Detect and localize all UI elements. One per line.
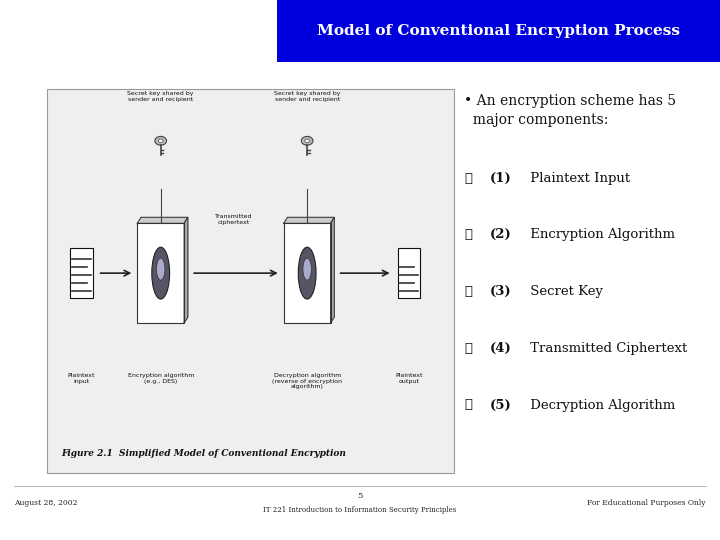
Text: 5: 5 — [357, 492, 363, 500]
Text: August 28, 2002: August 28, 2002 — [14, 500, 78, 507]
Circle shape — [305, 139, 310, 143]
Text: Encryption Algorithm: Encryption Algorithm — [526, 228, 675, 241]
Text: ✓: ✓ — [464, 399, 472, 411]
Text: (3): (3) — [490, 285, 511, 298]
Text: (4): (4) — [490, 342, 511, 355]
Circle shape — [155, 137, 166, 145]
Text: IT 221 Introduction to Information Security Principles: IT 221 Introduction to Information Secur… — [264, 507, 456, 514]
FancyBboxPatch shape — [70, 248, 93, 298]
Polygon shape — [330, 217, 334, 323]
Circle shape — [301, 137, 313, 145]
FancyBboxPatch shape — [284, 223, 330, 323]
Text: Plaintext Input: Plaintext Input — [526, 172, 630, 185]
Text: ✓: ✓ — [464, 342, 472, 355]
Text: (2): (2) — [490, 228, 511, 241]
Text: For Educational Purposes Only: For Educational Purposes Only — [587, 500, 706, 507]
Text: Secret key shared by
sender and recipient: Secret key shared by sender and recipien… — [127, 91, 194, 102]
Text: Plaintext
output: Plaintext output — [395, 373, 423, 383]
Text: Encryption algorithm
(e.g., DES): Encryption algorithm (e.g., DES) — [127, 373, 194, 383]
Polygon shape — [284, 217, 334, 223]
Text: Plaintext
input: Plaintext input — [68, 373, 95, 383]
Text: Model of Conventional Encryption Process: Model of Conventional Encryption Process — [317, 24, 680, 38]
Text: ✓: ✓ — [464, 172, 472, 185]
Text: ✓: ✓ — [464, 285, 472, 298]
Ellipse shape — [298, 247, 316, 299]
Text: Figure 2.1  Simplified Model of Conventional Encryption: Figure 2.1 Simplified Model of Conventio… — [61, 449, 346, 458]
FancyBboxPatch shape — [47, 89, 454, 472]
Polygon shape — [138, 217, 188, 223]
Text: Transmitted
ciphertext: Transmitted ciphertext — [215, 214, 253, 225]
Ellipse shape — [156, 258, 165, 280]
Text: Transmitted Ciphertext: Transmitted Ciphertext — [526, 342, 687, 355]
Text: (5): (5) — [490, 399, 511, 411]
Text: Decryption algorithm
(reverse of encryption
algorithm): Decryption algorithm (reverse of encrypt… — [272, 373, 342, 389]
Text: • An encryption scheme has 5
  major components:: • An encryption scheme has 5 major compo… — [464, 94, 677, 127]
Text: (1): (1) — [490, 172, 511, 185]
Text: Decryption Algorithm: Decryption Algorithm — [526, 399, 675, 411]
Circle shape — [158, 139, 163, 143]
FancyBboxPatch shape — [277, 0, 720, 62]
FancyBboxPatch shape — [138, 223, 184, 323]
Text: ✓: ✓ — [464, 228, 472, 241]
Text: Secret key shared by
sender and recipient: Secret key shared by sender and recipien… — [274, 91, 341, 102]
FancyBboxPatch shape — [397, 248, 420, 298]
FancyBboxPatch shape — [0, 62, 720, 540]
Ellipse shape — [152, 247, 170, 299]
Polygon shape — [184, 217, 188, 323]
Text: Secret Key: Secret Key — [526, 285, 603, 298]
Ellipse shape — [303, 258, 311, 280]
FancyBboxPatch shape — [0, 0, 277, 62]
